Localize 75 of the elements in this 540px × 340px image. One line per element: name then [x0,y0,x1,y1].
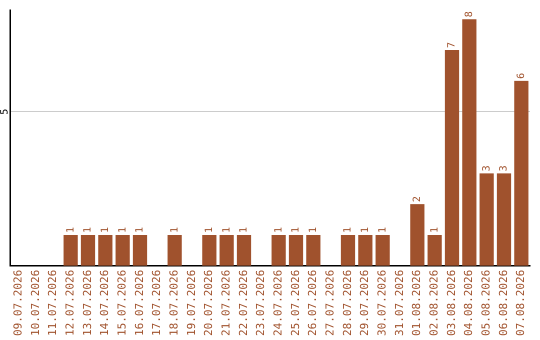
bar [410,204,424,266]
bar [220,234,234,266]
x-tick-label: 26.07.2026 [306,270,320,336]
x-tick-label: 30.07.2026 [376,270,389,336]
data-label: 2 [412,196,423,202]
x-tick-label: 12.07.2026 [64,270,77,336]
x-tick-label: 16.07.2026 [132,270,146,336]
data-label: 1 [238,226,250,233]
data-label: 1 [134,226,146,233]
data-label: 1 [169,226,180,233]
data-label: 8 [464,11,475,18]
x-tick-label: 05.08.2026 [480,270,493,336]
x-tick-label: 07.08.2026 [514,270,528,336]
bar [428,234,442,266]
bar [236,234,252,266]
x-tick-label: 03.08.2026 [444,270,458,336]
x-tick-label: 11.07.2026 [46,270,60,336]
bar [168,234,182,266]
data-label: 1 [429,226,440,233]
data-label: 1 [100,226,111,233]
data-label: 1 [273,226,284,233]
data-label: 1 [290,226,302,233]
x-tick-label: 04.08.2026 [462,270,476,336]
bar [358,234,372,266]
x-tick-label: 02.08.2026 [428,270,441,336]
x-tick-label: 27.07.2026 [324,270,337,336]
bar [340,234,356,266]
data-label: 1 [65,226,76,233]
data-label: 1 [308,226,319,233]
bar [306,234,320,266]
bar [132,234,148,266]
data-label: 7 [446,42,458,48]
bar [462,19,476,266]
x-tick-label: 15.07.2026 [116,270,129,336]
x-tick-label: 01.08.2026 [410,270,424,336]
bar [376,234,390,266]
data-label: 1 [360,226,371,233]
data-label: 1 [342,226,354,233]
x-tick-label: 13.07.2026 [80,270,94,336]
bar [288,234,304,266]
bar [98,234,112,266]
x-tick-label: 18.07.2026 [168,270,181,336]
y-tick-label: 5 [0,108,11,115]
x-tick-label: 09.07.2026 [12,270,25,336]
data-label: 1 [221,226,232,233]
data-label: 1 [82,226,94,233]
x-tick-label: 17.07.2026 [150,270,164,336]
bar [80,234,96,266]
x-tick-label: 31.07.2026 [392,270,406,336]
x-tick-label: 19.07.2026 [184,270,198,336]
data-label: 3 [481,165,492,172]
data-label: 1 [377,226,388,233]
x-tick-label: 28.07.2026 [340,270,354,336]
x-tick-label: 23.07.2026 [254,270,268,336]
data-label: 3 [498,165,510,172]
x-tick-label: 22.07.2026 [236,270,250,336]
bar [116,234,130,266]
x-tick-label: 06.08.2026 [496,270,510,336]
data-label: 1 [117,226,128,233]
bar [64,234,78,266]
x-tick-label: 25.07.2026 [288,270,302,336]
bar [514,80,528,266]
bar [496,173,512,266]
x-tick-label: 20.07.2026 [202,270,216,336]
bar [480,173,494,266]
bar [444,50,460,266]
x-tick-label: 10.07.2026 [28,270,42,336]
data-label: 6 [516,72,527,79]
bar [202,234,216,266]
bar [272,234,286,266]
x-tick-label: 21.07.2026 [220,270,233,336]
data-label: 1 [204,226,215,233]
x-tick-label: 29.07.2026 [358,270,372,336]
x-tick-label: 14.07.2026 [98,270,112,336]
x-tick-label: 24.07.2026 [272,270,285,336]
